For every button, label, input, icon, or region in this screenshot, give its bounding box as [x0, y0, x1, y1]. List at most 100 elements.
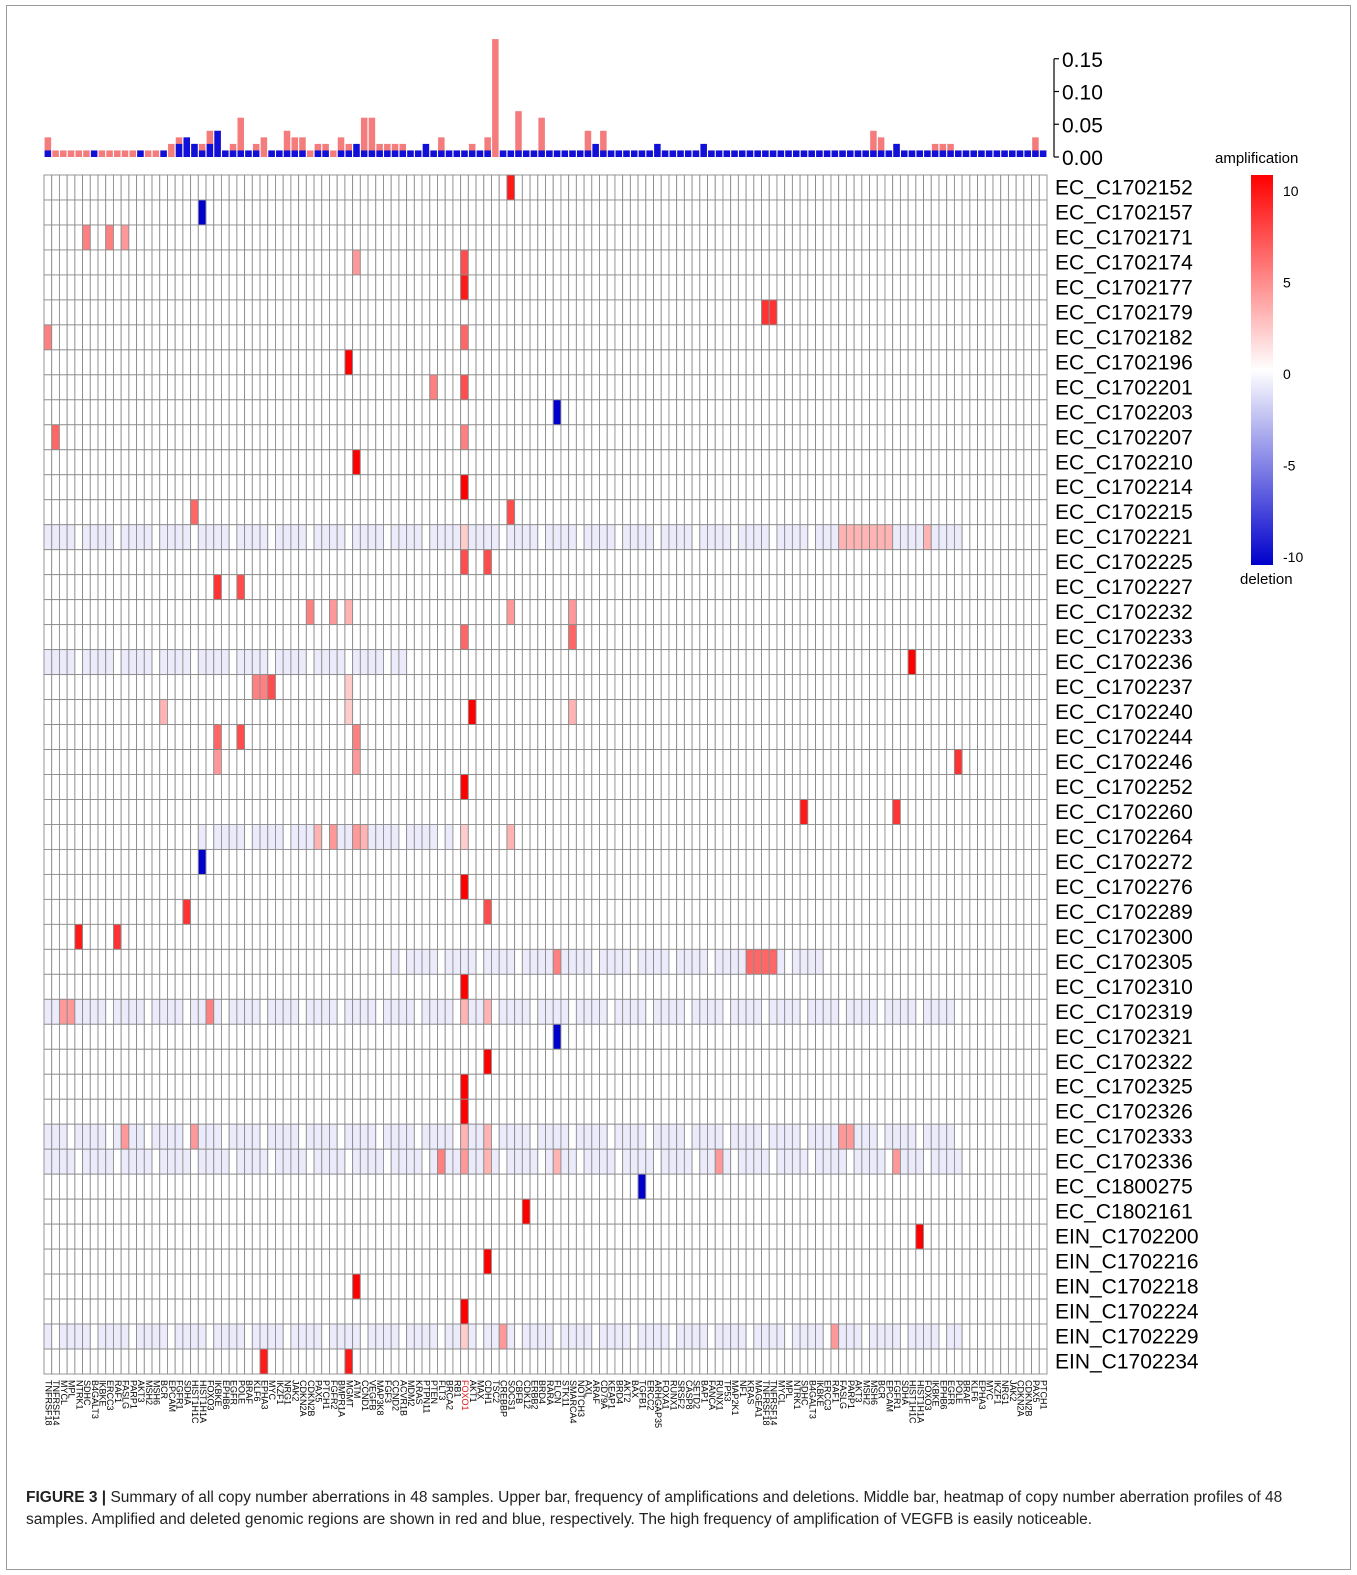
heatmap-cell: [521, 724, 531, 750]
heatmap-cell: [398, 374, 408, 401]
heatmap-cell: [112, 998, 122, 1025]
heatmap-cell: [915, 524, 925, 551]
heatmap-cell: [58, 474, 68, 501]
heatmap-cell: [259, 399, 269, 426]
heatmap-cell: [429, 249, 438, 276]
heatmap-cell: [784, 274, 793, 301]
heatmap-cell: [182, 674, 192, 701]
heatmap-cell: [359, 898, 369, 925]
heatmap-cell: [491, 699, 500, 725]
heatmap-cell: [714, 1048, 724, 1075]
heatmap-cell: [521, 499, 531, 526]
heatmap-cell: [884, 1048, 894, 1075]
heatmap-cell: [282, 624, 292, 651]
heatmap-cell: [730, 574, 739, 601]
heatmap-cell: [552, 1048, 562, 1075]
heatmap-cell: [683, 848, 693, 875]
heatmap-cell: [390, 799, 400, 825]
heatmap-cell: [591, 324, 600, 351]
heatmap-cell: [313, 848, 323, 875]
heatmap-cell: [722, 1023, 732, 1050]
heatmap-cell: [298, 624, 307, 651]
heatmap-cell: [737, 299, 747, 326]
heatmap-cell: [845, 249, 855, 276]
heatmap-cell: [506, 1048, 516, 1075]
heatmap-cell: [136, 424, 145, 451]
heatmap-cell: [899, 649, 909, 676]
heatmap-cell: [822, 1048, 832, 1075]
heatmap-cell: [977, 848, 986, 875]
heatmap-cell: [89, 449, 99, 476]
heatmap-cell: [545, 1023, 554, 1050]
heatmap-cell: [622, 274, 631, 301]
heatmap-cell: [599, 799, 608, 825]
heatmap-cell: [159, 674, 168, 701]
heatmap-cell: [861, 374, 871, 401]
heatmap-cell: [799, 624, 809, 651]
heatmap-cell: [599, 973, 608, 1000]
heatmap-cell: [845, 1023, 855, 1050]
heatmap-cell: [529, 699, 539, 725]
heatmap-cell: [275, 799, 284, 825]
heatmap-cell: [406, 574, 415, 601]
heatmap-cell: [321, 599, 330, 626]
heatmap-cell: [606, 424, 616, 451]
heatmap-cell: [930, 749, 940, 775]
heatmap-cell: [583, 549, 593, 576]
heatmap-cell: [784, 324, 793, 351]
heatmap-cell: [938, 873, 948, 900]
heatmap-cell: [498, 599, 508, 626]
heatmap-cell: [236, 724, 246, 750]
heatmap-cell: [120, 574, 130, 601]
heatmap-cell: [899, 948, 909, 975]
heatmap-cell: [583, 499, 593, 526]
heatmap-cell: [398, 1023, 408, 1050]
deletion-bar: [708, 150, 715, 157]
heatmap-cell: [815, 649, 824, 676]
heatmap-cell: [745, 674, 755, 701]
heatmap-cell: [267, 749, 276, 775]
heatmap-cell: [444, 848, 454, 875]
heatmap-cell: [166, 674, 176, 701]
deletion-bar: [630, 150, 638, 157]
heatmap-cell: [375, 374, 384, 401]
heatmap-cell: [82, 424, 91, 451]
heatmap-cell: [74, 824, 84, 850]
heatmap-cell: [213, 774, 222, 800]
heatmap-cell: [791, 973, 801, 1000]
heatmap-cell: [1000, 998, 1009, 1025]
heatmap-cell: [236, 923, 246, 950]
heatmap-cell: [953, 324, 963, 351]
heatmap-cell: [166, 324, 176, 351]
heatmap-cell: [329, 1023, 338, 1050]
heatmap-cell: [251, 774, 261, 800]
heatmap-cell: [406, 898, 415, 925]
heatmap-cell: [714, 799, 724, 825]
heatmap-cell: [514, 649, 523, 676]
heatmap-cell: [568, 549, 577, 576]
heatmap-cell: [614, 449, 624, 476]
heatmap-cell: [344, 599, 354, 626]
heatmap-cell: [992, 724, 1002, 750]
heatmap-cell: [89, 524, 99, 551]
heatmap-cell: [120, 274, 130, 301]
heatmap-cell: [406, 599, 415, 626]
heatmap-cell: [1031, 199, 1040, 226]
heatmap-cell: [174, 199, 184, 226]
heatmap-cell: [591, 549, 600, 576]
heatmap-cell: [159, 349, 168, 376]
heatmap-cell: [58, 174, 68, 201]
heatmap-cell: [691, 574, 701, 601]
heatmap-cell: [58, 824, 68, 850]
heatmap-cell: [105, 224, 114, 251]
deletion-bar: [515, 150, 522, 157]
heatmap-cell: [1031, 624, 1040, 651]
heatmap-cell: [915, 599, 925, 626]
heatmap-cell: [1031, 324, 1040, 351]
heatmap-cell: [830, 649, 840, 676]
heatmap-cell: [475, 374, 485, 401]
heatmap-cell: [51, 624, 60, 651]
heatmap-cell: [74, 1023, 84, 1050]
heatmap-cell: [491, 973, 500, 1000]
heatmap-cell: [298, 674, 307, 701]
